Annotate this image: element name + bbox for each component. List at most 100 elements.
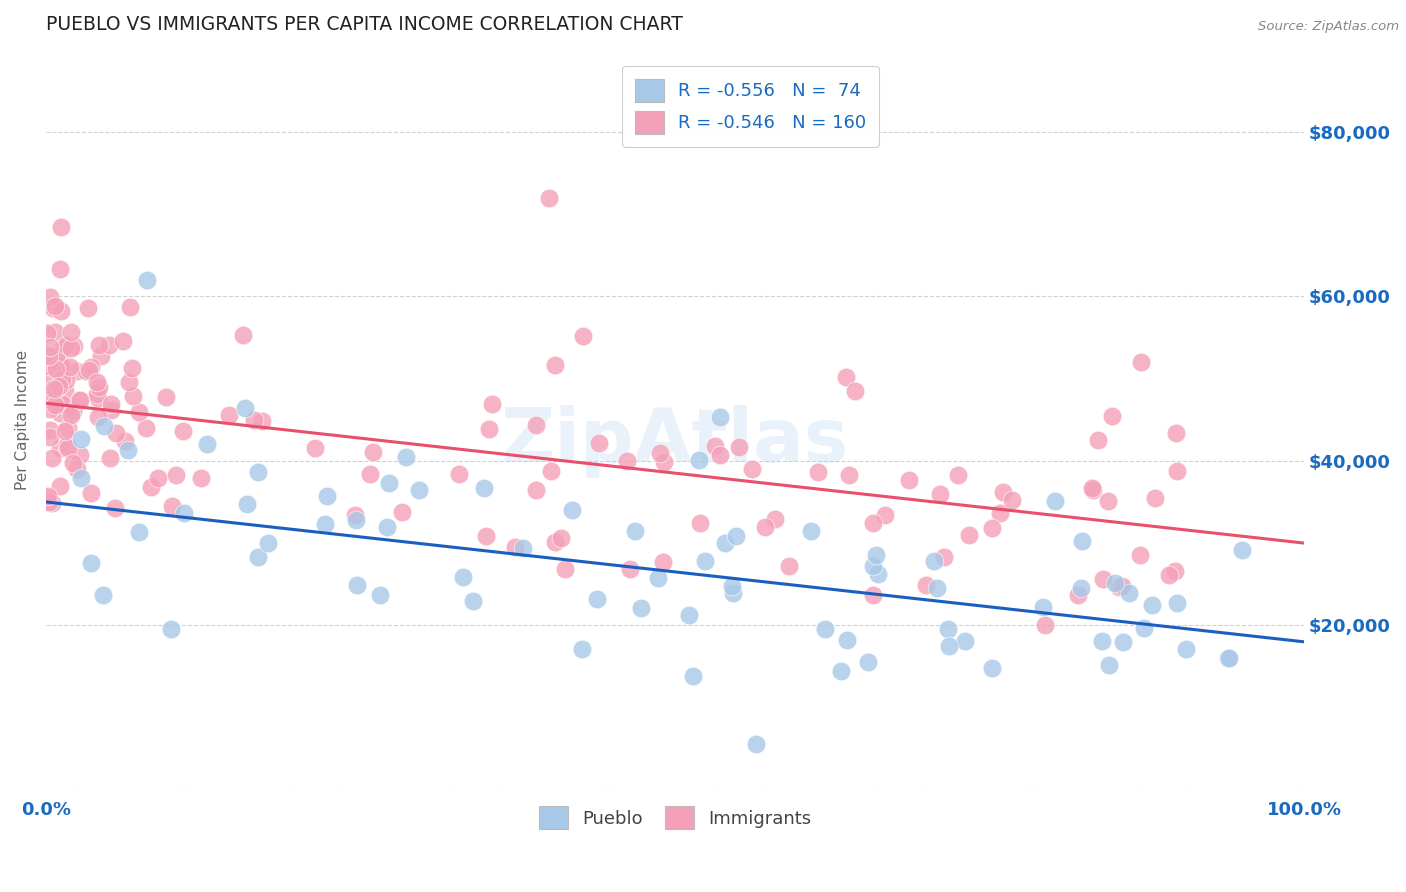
Point [44, 325, 66, 339]
Point [315, 489, 337, 503]
Point [1092, 572, 1115, 586]
Point [56, 421, 79, 435]
Point [1070, 581, 1092, 595]
Point [835, 633, 858, 648]
Text: Source: ZipAtlas.com: Source: ZipAtlas.com [1258, 20, 1399, 33]
Point [862, 516, 884, 530]
Point [52, 341, 75, 355]
Point [87, 410, 110, 425]
Point [37, 489, 59, 503]
Point [1118, 586, 1140, 600]
Point [42, 301, 65, 315]
Point [48, 479, 70, 493]
Point [62, 456, 84, 470]
Point [155, 390, 177, 404]
Point [247, 549, 270, 564]
Point [100, 397, 122, 411]
Point [55, 374, 77, 388]
Point [932, 550, 955, 565]
Point [243, 413, 266, 427]
Point [93, 418, 115, 433]
Point [838, 467, 860, 482]
Point [128, 404, 150, 418]
Point [100, 403, 122, 417]
Point [915, 578, 938, 592]
Point [48, 350, 70, 364]
Point [1097, 494, 1119, 508]
Point [56, 439, 79, 453]
Point [754, 519, 776, 533]
Point [250, 414, 273, 428]
Point [689, 516, 711, 530]
Point [165, 468, 187, 483]
Point [544, 358, 567, 372]
Point [44, 398, 66, 412]
Point [112, 334, 135, 348]
Point [38, 290, 60, 304]
Point [830, 664, 852, 678]
Point [623, 524, 645, 538]
Point [948, 467, 970, 482]
Point [561, 503, 583, 517]
Point [619, 562, 641, 576]
Point [159, 622, 181, 636]
Point [45, 361, 67, 376]
Point [835, 370, 858, 384]
Point [650, 446, 672, 460]
Point [938, 639, 960, 653]
Point [647, 571, 669, 585]
Point [1104, 576, 1126, 591]
Point [69, 448, 91, 462]
Point [377, 476, 399, 491]
Point [957, 528, 980, 542]
Point [813, 622, 835, 636]
Point [550, 532, 572, 546]
Point [1164, 565, 1187, 579]
Point [44, 299, 66, 313]
Point [1033, 618, 1056, 632]
Point [117, 443, 139, 458]
Point [505, 540, 527, 554]
Point [128, 524, 150, 539]
Point [49, 442, 72, 456]
Point [1218, 651, 1240, 665]
Point [80, 485, 103, 500]
Point [586, 591, 609, 606]
Point [925, 581, 948, 595]
Point [721, 586, 744, 600]
Y-axis label: Per Capita Income: Per Capita Income [15, 350, 30, 490]
Point [936, 623, 959, 637]
Point [39, 401, 62, 416]
Point [98, 338, 121, 352]
Point [80, 359, 103, 374]
Point [53, 384, 76, 398]
Point [56, 399, 79, 413]
Point [49, 406, 72, 420]
Point [993, 484, 1015, 499]
Point [1111, 579, 1133, 593]
Point [725, 529, 748, 543]
Point [118, 300, 141, 314]
Point [652, 555, 675, 569]
Point [114, 434, 136, 448]
Point [1129, 355, 1152, 369]
Point [844, 384, 866, 398]
Point [714, 535, 737, 549]
Point [45, 349, 67, 363]
Point [48, 379, 70, 393]
Point [104, 501, 127, 516]
Point [38, 373, 60, 387]
Point [463, 594, 485, 608]
Point [721, 579, 744, 593]
Point [616, 454, 638, 468]
Text: PUEBLO VS IMMIGRANTS PER CAPITA INCOME CORRELATION CHART: PUEBLO VS IMMIGRANTS PER CAPITA INCOME C… [46, 15, 683, 34]
Point [105, 426, 128, 441]
Point [1108, 580, 1130, 594]
Point [375, 520, 398, 534]
Point [135, 421, 157, 435]
Point [70, 432, 93, 446]
Point [980, 521, 1002, 535]
Point [38, 349, 60, 363]
Point [678, 608, 700, 623]
Point [67, 393, 90, 408]
